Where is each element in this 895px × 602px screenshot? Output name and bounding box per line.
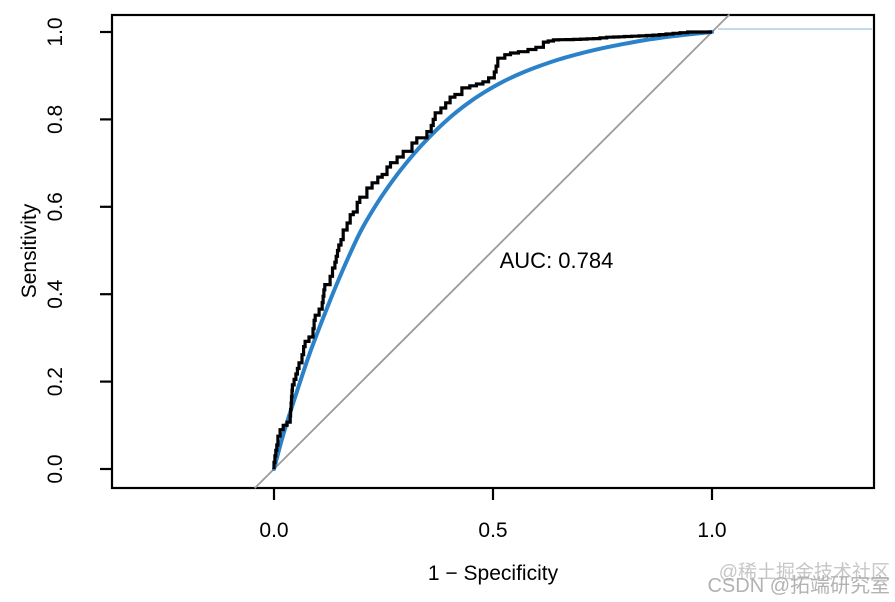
watermark-community: @稀土掘金技术社区 — [719, 561, 890, 583]
y-axis: 0.0 0.2 0.4 0.6 0.8 1.0 — [44, 17, 112, 484]
y-tick-label: 1.0 — [44, 17, 67, 46]
smooth-roc-curve — [272, 30, 714, 471]
x-axis: 0.0 0.5 1.0 — [259, 488, 727, 542]
y-tick-label: 0.8 — [44, 105, 67, 134]
x-axis-title: 1 − Specificity — [428, 562, 559, 585]
watermark-csdn: CSDN @拓端研究室 — [707, 574, 890, 597]
x-tick-label: 0.5 — [478, 519, 507, 542]
y-tick-label: 0.6 — [44, 192, 67, 221]
y-tick-label: 0.0 — [44, 454, 67, 483]
auc-annotation: AUC: 0.784 — [500, 248, 614, 273]
x-tick-label: 1.0 — [697, 519, 726, 542]
x-tick-label: 0.0 — [259, 519, 288, 542]
y-tick-label: 0.2 — [44, 367, 67, 396]
y-tick-label: 0.4 — [44, 279, 67, 309]
chance-diagonal-line — [254, 13, 731, 489]
empirical-roc-curve — [272, 30, 712, 469]
y-axis-title: Sensitivity — [18, 203, 41, 298]
